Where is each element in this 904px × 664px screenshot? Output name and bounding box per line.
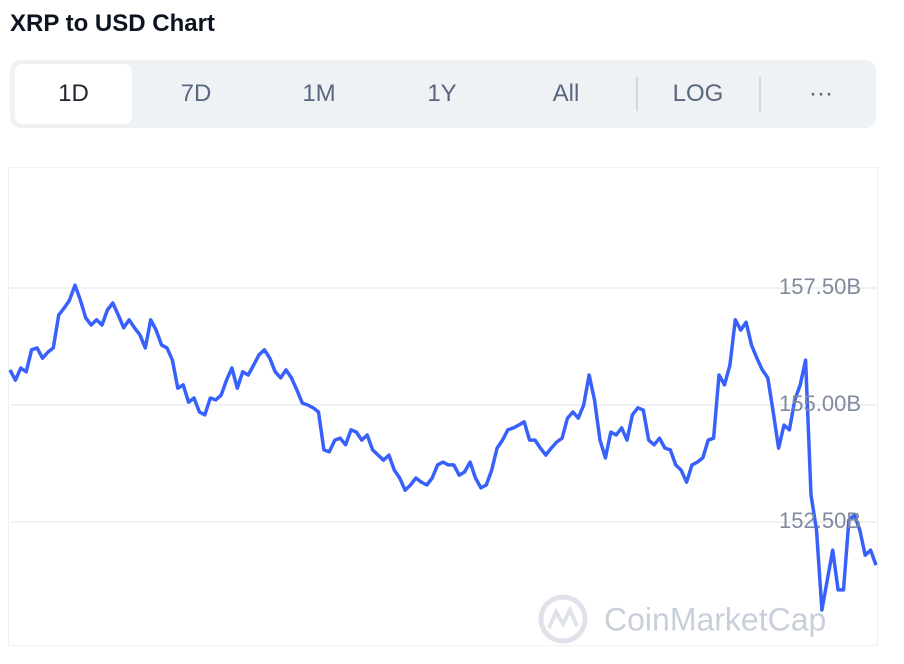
tab[interactable]: All bbox=[552, 80, 580, 107]
divider bbox=[636, 77, 638, 111]
watermark: CoinMarketCap bbox=[604, 601, 826, 637]
tab[interactable]: 7D bbox=[180, 80, 212, 107]
y-tick-label: 155.00B bbox=[779, 391, 861, 416]
divider bbox=[759, 77, 761, 111]
toolbar: 1D 7D 1M 1Y All LOG ··· bbox=[10, 60, 876, 128]
grid bbox=[10, 287, 876, 523]
tab[interactable]: 1D bbox=[15, 64, 132, 124]
tab[interactable]: ··· bbox=[809, 80, 833, 107]
price-line bbox=[8, 283, 878, 612]
chart-frame bbox=[8, 167, 878, 646]
tab[interactable]: LOG bbox=[672, 80, 724, 107]
y-tick-label: 152.50B bbox=[779, 508, 861, 533]
watermark-logo bbox=[538, 594, 588, 644]
tab[interactable]: 1M bbox=[302, 80, 336, 107]
y-tick-label: 157.50B bbox=[779, 274, 861, 299]
chart-title: XRP to USD Chart bbox=[10, 10, 215, 37]
tab[interactable]: 1Y bbox=[427, 80, 457, 107]
